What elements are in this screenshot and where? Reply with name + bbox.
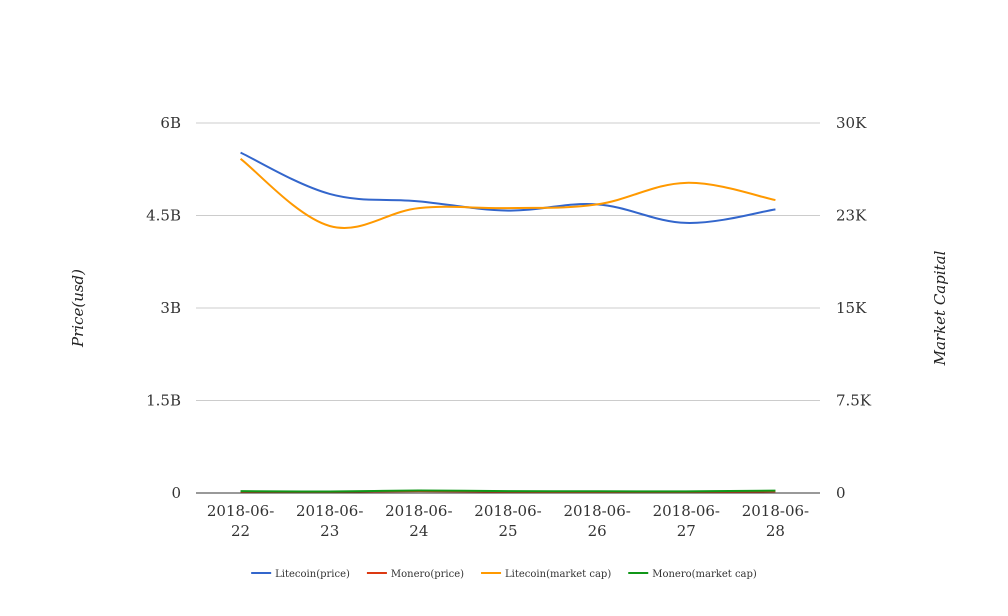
grid-lines [196, 122, 820, 494]
legend-item[interactable]: Monero(market cap) [628, 569, 757, 580]
legend-item[interactable]: Litecoin(price) [251, 569, 350, 580]
x-tick-label: 2018-06-27 [653, 502, 720, 540]
legend-item[interactable]: Monero(price) [366, 569, 464, 580]
y-axis-title-right: Market Capital [931, 250, 949, 366]
y-left-tick-label: 3B [160, 299, 181, 317]
series-line-monero-market-cap [240, 489, 776, 493]
y-right-tick-label: 15K [836, 299, 867, 317]
y-right-tick-label: 23K [836, 207, 867, 225]
legend-item[interactable]: Litecoin(market cap) [481, 569, 611, 580]
legend-label: Litecoin(market cap) [505, 569, 611, 580]
left-axis-ticks: 0 1.5B 3B 4.5B 6B [146, 114, 181, 502]
series-lines [239, 151, 776, 493]
x-tick-label: 2018-06-28 [742, 502, 809, 540]
series-line-litecoin-price [240, 151, 776, 224]
y-left-tick-label: 4.5B [146, 207, 181, 225]
x-tick-label: 2018-06-22 [207, 502, 274, 540]
legend-label: Monero(market cap) [652, 569, 757, 580]
y-right-tick-label: 7.5K [836, 392, 872, 410]
y-left-tick-label: 0 [171, 484, 181, 502]
x-axis-ticks: 2018-06-22 2018-06-23 2018-06-24 2018-06-25… [207, 502, 809, 540]
series-line-litecoin-market-cap [239, 157, 776, 229]
y-left-tick-label: 1.5B [146, 392, 181, 410]
legend-label: Monero(price) [391, 569, 464, 580]
y-left-tick-label: 6B [160, 114, 181, 132]
y-right-tick-label: 0 [836, 484, 846, 502]
y-axis-title-left: Price(usd) [69, 269, 87, 348]
y-right-tick-label: 30K [836, 114, 867, 132]
right-axis-ticks: 0 7.5K 15K 23K 30K [836, 114, 872, 502]
x-tick-label: 2018-06-23 [296, 502, 363, 540]
x-tick-label: 2018-06-25 [474, 502, 541, 540]
legend: Litecoin(price) Monero(price) Litecoin(mar… [251, 569, 757, 580]
x-tick-label: 2018-06-26 [563, 502, 630, 540]
legend-label: Litecoin(price) [275, 569, 350, 580]
x-tick-label: 2018-06-24 [385, 502, 452, 540]
